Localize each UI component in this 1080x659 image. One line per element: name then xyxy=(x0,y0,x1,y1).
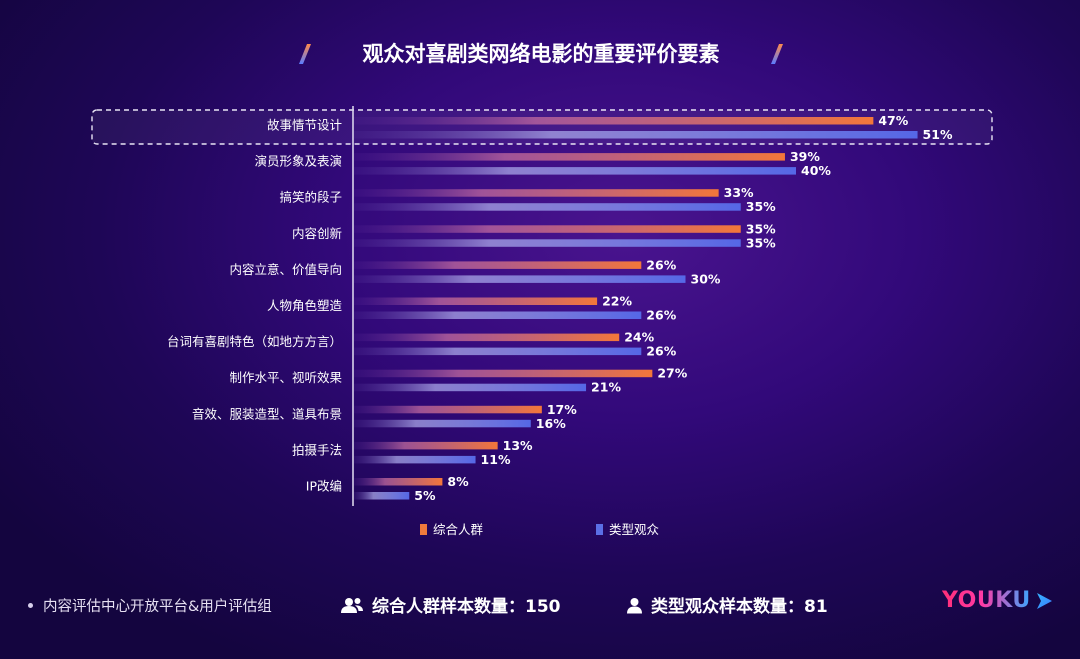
category-label: IP改编 xyxy=(306,479,342,494)
bar-general xyxy=(354,225,741,233)
category-label: 拍摄手法 xyxy=(292,442,342,457)
highlight-box xyxy=(91,109,993,145)
data-label-type: 5% xyxy=(414,488,436,503)
chart-marks: 故事情节设计 47%51%演员形象及表演 39%40%搞笑的段子 33%35%内容创新… xyxy=(167,113,953,503)
bar-general xyxy=(354,369,653,378)
bar-type xyxy=(354,492,410,500)
data-label-general: 27% xyxy=(657,366,687,381)
data-label-type: 35% xyxy=(746,199,776,214)
bar-type xyxy=(354,419,531,428)
bar-general xyxy=(354,478,443,486)
title-slash-icon xyxy=(771,44,783,64)
source-text: 内容评估中心开放平台&用户评估组 xyxy=(43,599,272,615)
category-label: 制作水平、视听效果 xyxy=(229,370,342,385)
bar-general xyxy=(354,441,498,450)
youku-logo-text: YOUKU xyxy=(942,588,1031,613)
bar-type xyxy=(354,275,686,283)
data-label-type: 51% xyxy=(923,127,953,142)
youku-logo: YOUKU xyxy=(942,588,1055,618)
category-label: 人物角色塑造 xyxy=(267,298,343,313)
legend-item-type: 类型观众 xyxy=(596,522,659,537)
data-label-type: 26% xyxy=(646,308,676,323)
data-label-type: 21% xyxy=(591,380,621,395)
data-label-type: 40% xyxy=(801,163,831,178)
sample-type-text: 类型观众样本数量：81 xyxy=(651,597,828,617)
bar-type xyxy=(354,347,642,356)
legend: 综合人群 类型观众 xyxy=(420,522,659,537)
group-users-icon xyxy=(341,598,363,613)
category-label: 内容创新 xyxy=(292,226,342,241)
bar-type xyxy=(354,167,796,175)
bar-type xyxy=(354,131,918,139)
data-label-general: 22% xyxy=(602,294,632,309)
data-label-general: 35% xyxy=(746,221,776,236)
chart-title-group: 观众对喜剧类网络电影的重要评价要素 xyxy=(299,42,783,66)
data-label-type: 35% xyxy=(746,235,776,250)
data-label-general: 13% xyxy=(503,438,533,453)
chart-canvas: 观众对喜剧类网络电影的重要评价要素 故事情节设计 47% 51% 演员形象及表演 39%… xyxy=(91,42,993,537)
data-label-type: 11% xyxy=(481,452,511,467)
bar-general xyxy=(354,117,874,125)
bar-type xyxy=(354,239,741,247)
bar-general xyxy=(354,297,598,305)
category-label: 故事情节设计 xyxy=(267,118,342,133)
bullet-dot xyxy=(28,603,33,608)
data-label-type: 30% xyxy=(691,271,721,286)
category-label: 搞笑的段子 xyxy=(279,190,342,205)
legend-swatch-general xyxy=(420,524,427,535)
data-label-type: 26% xyxy=(646,344,676,359)
bar-general xyxy=(354,261,642,269)
footer: 内容评估中心开放平台&用户评估组 综合人群样本数量：150 类型观众样本数量：8… xyxy=(0,585,1080,625)
youku-play-icon xyxy=(1036,592,1052,609)
bar-general xyxy=(354,405,542,414)
data-label-type: 16% xyxy=(536,416,566,431)
data-label-general: 26% xyxy=(646,257,676,272)
bar-general xyxy=(354,333,620,342)
single-user-icon xyxy=(627,598,642,614)
category-label: 演员形象及表演 xyxy=(254,154,342,169)
data-label-general: 17% xyxy=(547,402,577,417)
sample-type: 类型观众样本数量：81 xyxy=(626,592,828,617)
category-label: 台词有喜剧特色（如地方方言） xyxy=(167,334,342,349)
bar-general xyxy=(354,189,719,197)
chart-title: 观众对喜剧类网络电影的重要评价要素 xyxy=(363,42,720,66)
bar-type xyxy=(354,383,587,392)
data-label-general: 33% xyxy=(724,185,754,200)
bar-type xyxy=(354,311,642,319)
data-label-general: 39% xyxy=(790,149,820,164)
category-label: 音效、服装造型、道具布景 xyxy=(192,406,342,421)
bar-general xyxy=(354,153,785,161)
sample-general: 综合人群样本数量：150 xyxy=(340,592,561,617)
data-label-general: 24% xyxy=(624,330,654,345)
bar-type xyxy=(354,203,741,211)
category-label: 内容立意、价值导向 xyxy=(229,262,342,277)
bar-type xyxy=(354,455,476,464)
legend-label-type: 类型观众 xyxy=(609,522,659,537)
legend-label-general: 综合人群 xyxy=(433,522,484,537)
source-note: 内容评估中心开放平台&用户评估组 xyxy=(28,595,272,616)
title-slash-icon xyxy=(299,44,311,64)
sample-general-text: 综合人群样本数量：150 xyxy=(372,597,561,617)
legend-item-general: 综合人群 xyxy=(420,522,484,537)
legend-swatch-type xyxy=(596,524,603,535)
data-label-general: 47% xyxy=(878,113,908,128)
data-label-general: 8% xyxy=(447,474,469,489)
